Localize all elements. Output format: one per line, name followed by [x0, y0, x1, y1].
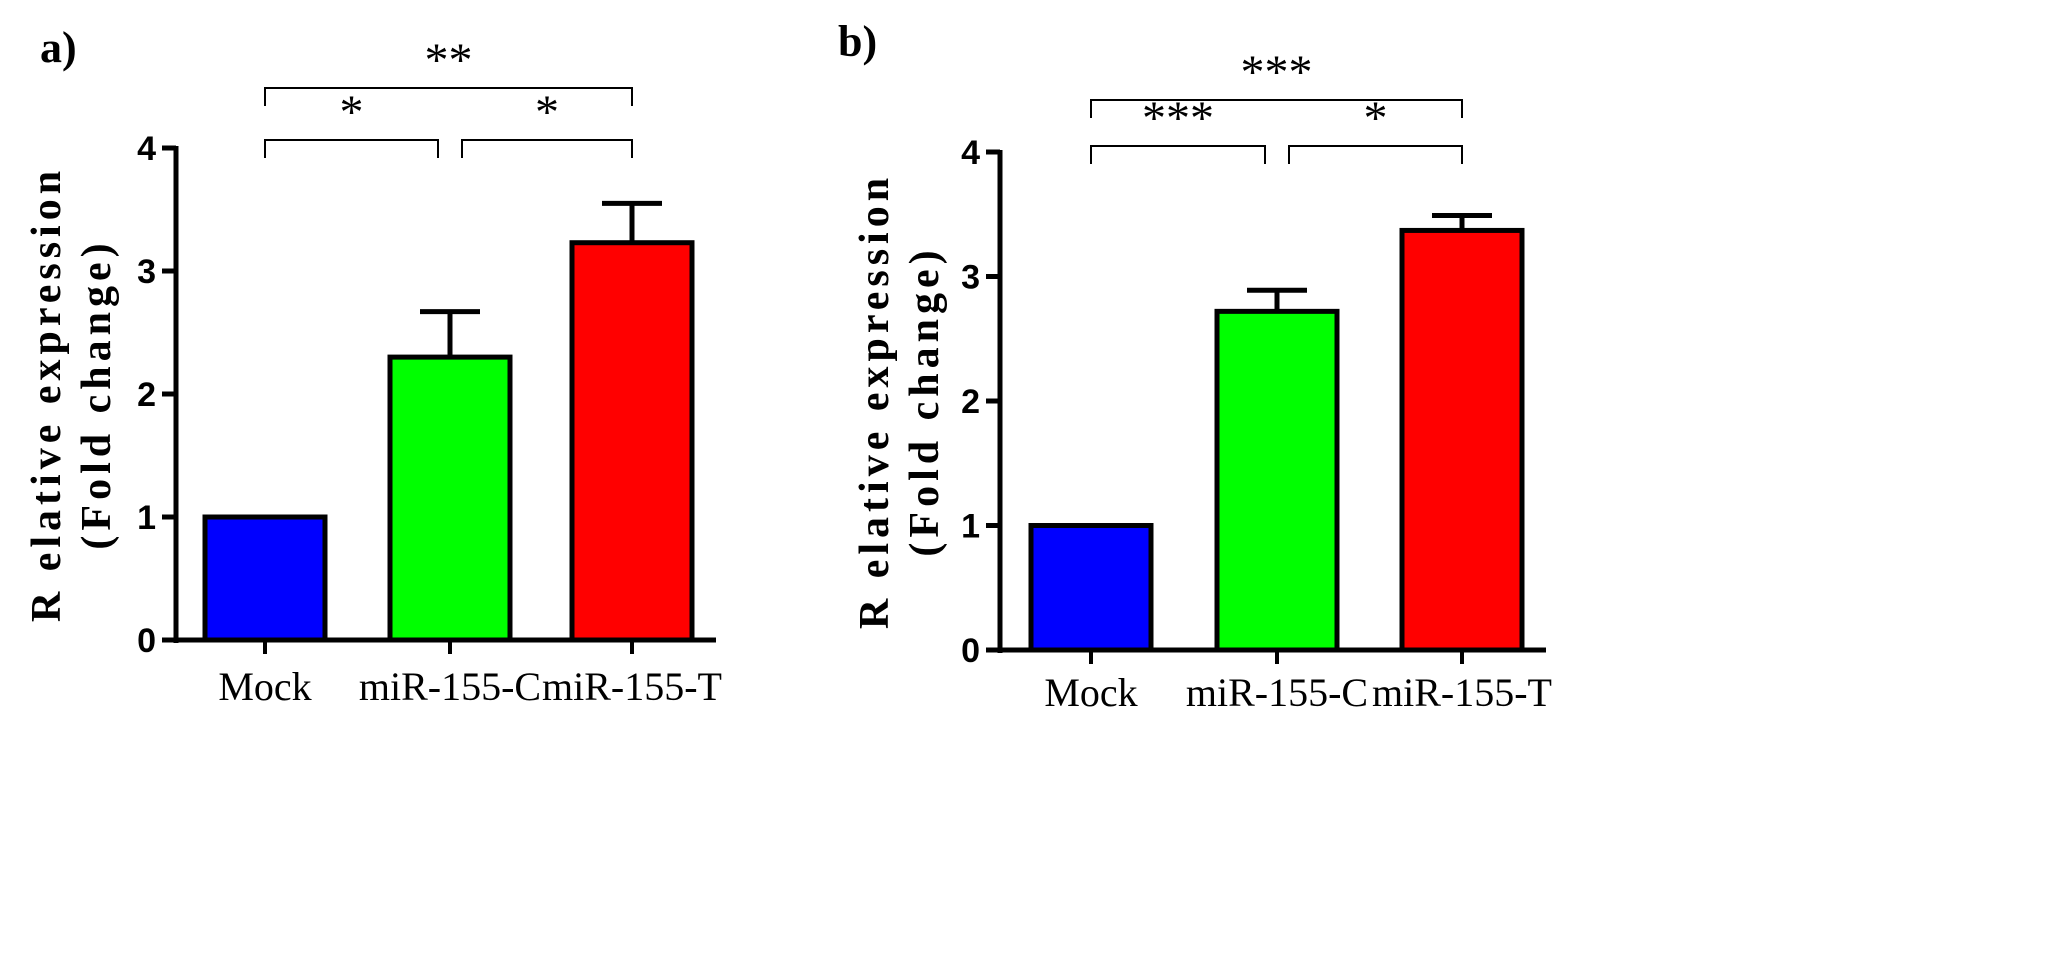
x-tick-label: miR-155-C: [359, 664, 541, 709]
significance-label: *: [535, 86, 559, 139]
y-tick-label: 0: [137, 622, 156, 660]
panel-label: a): [40, 23, 77, 72]
significance-bracket: [1288, 145, 1463, 164]
x-tick-label: miR-155-T: [542, 664, 722, 709]
bar-mock: [202, 514, 328, 643]
significance-bracket: [1090, 99, 1463, 118]
y-tick-label: 1: [961, 508, 980, 546]
bar-mock: [1028, 523, 1154, 653]
y-axis-label: R elative expression (Fold change): [24, 166, 120, 622]
bar-mir-155-t: [569, 240, 695, 643]
y-axis-label-line2: (Fold change): [74, 238, 120, 549]
x-tick-label: Mock: [218, 664, 311, 709]
x-tick-label: Mock: [1044, 670, 1137, 715]
y-tick-label: 4: [137, 130, 156, 168]
bar-mir-155-c: [387, 354, 513, 643]
y-axis-label-line1: R elative expression: [24, 166, 70, 622]
y-tick-label: 3: [137, 253, 156, 291]
panel-label: b): [838, 17, 877, 66]
y-tick-label: 1: [137, 499, 156, 537]
y-axis-label: R elative expression (Fold change): [852, 173, 948, 629]
bar-mir-155-t: [1399, 227, 1525, 653]
significance-label: *: [340, 86, 364, 139]
significance-bracket: [461, 139, 633, 158]
y-tick-label: 0: [961, 632, 980, 670]
bar-mir-155-c: [1214, 308, 1340, 653]
y-tick-label: 2: [961, 383, 980, 421]
significance-label: **: [425, 34, 473, 87]
x-tick-label: miR-155-C: [1186, 670, 1368, 715]
y-tick-label: 4: [961, 134, 980, 172]
significance-bracket: [1090, 145, 1266, 164]
chart-panel-2: b) R elative expression (Fold change) 0 1 2 3 4…: [838, 17, 1552, 715]
significance-bracket: [264, 139, 439, 158]
significance-bracket: [264, 87, 633, 106]
chart-panel-1: a) R elative expression (Fold change) 0 1 2 3 4…: [24, 23, 722, 709]
significance-label: ***: [1241, 46, 1313, 99]
x-tick-label: miR-155-T: [1372, 670, 1552, 715]
y-tick-label: 3: [961, 259, 980, 297]
y-axis-label-line1: R elative expression: [852, 173, 898, 629]
y-axis-label-line2: (Fold change): [902, 245, 948, 556]
y-tick-label: 2: [137, 376, 156, 414]
